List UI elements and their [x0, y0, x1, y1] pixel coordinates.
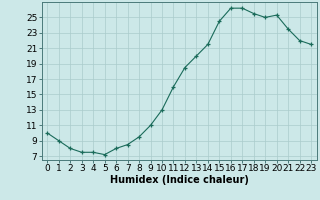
X-axis label: Humidex (Indice chaleur): Humidex (Indice chaleur) [110, 175, 249, 185]
